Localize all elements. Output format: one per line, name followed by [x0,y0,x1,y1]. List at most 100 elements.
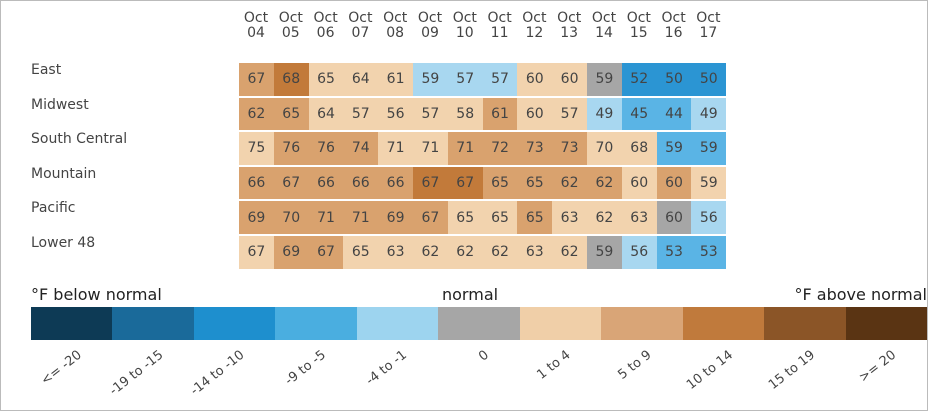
column-header: Oct 09 [417,10,443,41]
heatmap-cell: 75 [239,132,274,165]
heatmap-cell: 59 [413,63,448,96]
heatmap-cell: 76 [308,132,344,165]
heatmap-cell: 60 [621,166,657,200]
heatmap-cell: 72 [482,132,518,165]
column-header: Oct 06 [313,10,338,41]
cell-value: 76 [282,140,301,157]
cell-value: 65 [491,209,509,226]
heatmap-cell: 63 [517,236,553,269]
heatmap-cell: 67 [447,166,483,200]
legend-swatch [112,307,194,340]
heatmap-cell: 65 [273,97,309,131]
cell-value: 53 [699,244,718,261]
cell-value: 70 [282,209,301,226]
cell-value: 57 [456,71,475,88]
heatmap-cell: 71 [308,201,344,234]
heatmap-cell: 65 [517,201,553,234]
legend-label: -14 to -10 [187,347,248,399]
column-header: Oct 08 [383,10,408,41]
cell-value: 56 [699,209,718,226]
column-header: Oct 15 [626,10,651,41]
legend-swatch [601,307,683,340]
cell-value: 76 [317,140,335,157]
legend-label: -4 to -1 [363,347,411,389]
cell-value: 61 [386,71,405,88]
heatmap-cell: 65 [482,166,518,200]
cell-value: 69 [247,209,266,226]
column-header: Oct 04 [243,10,269,41]
heatmap-cell: 57 [343,97,379,131]
heatmap-cell: 64 [308,97,344,131]
cell-value: 71 [386,140,405,157]
heatmap-cell: 60 [552,63,587,96]
cell-value: 60 [560,71,579,88]
cell-value: 63 [560,209,579,226]
cell-value: 64 [351,71,370,88]
row-label: Midwest [31,96,89,113]
heatmap-cell: 67 [413,166,448,200]
cell-value: 63 [630,209,649,226]
cell-value: 68 [630,140,649,157]
column-header: Oct 12 [522,10,547,41]
legend-label: >= 20 [856,347,900,386]
heatmap-cell: 60 [656,166,692,200]
heatmap-cell: 67 [273,166,309,200]
heatmap-cell: 67 [308,236,344,269]
cell-value: 50 [699,71,718,88]
heatmap-cell: 74 [343,132,379,165]
column-header: Oct 10 [452,10,477,41]
heatmap-cell: 63 [552,201,587,234]
heatmap-cell: 73 [517,132,553,165]
heatmap-cell: 71 [447,132,483,165]
cell-value: 69 [386,209,405,226]
heatmap-cell: 63 [621,201,657,234]
heatmap-cell: 67 [413,201,448,234]
heatmap-cell: 59 [691,166,727,200]
heatmap-cell: 65 [447,201,483,234]
cell-value: 65 [282,105,301,122]
cell-value: 60 [630,175,649,192]
heatmap-cell: 68 [621,132,657,165]
cell-value: 64 [317,105,335,122]
cell-value: 71 [456,140,475,157]
cell-value: 60 [665,209,683,226]
cell-value: 57 [491,71,509,88]
heatmap-cell: 73 [552,132,587,165]
legend-swatch [845,307,927,340]
heatmap-cell: 69 [273,236,309,269]
legend-swatch [356,307,439,340]
row-label: East [31,62,62,78]
legend-label: -19 to -15 [106,347,166,399]
cell-value: 66 [386,175,405,192]
cell-value: 59 [665,140,683,157]
heatmap-cell: 71 [378,132,413,165]
cell-value: 50 [665,71,683,88]
heatmap-cell: 62 [587,166,622,200]
legend-label: 10 to 14 [684,347,737,393]
heatmap-cell: 56 [621,236,657,269]
heatmap-cell: 71 [413,132,448,165]
cell-value: 74 [351,140,370,157]
cell-value: 69 [282,244,301,261]
heatmap-cell: 59 [587,236,622,269]
heatmap-cell: 68 [273,63,309,96]
legend-title: °F above normal [794,285,928,304]
heatmap-cell: 59 [656,132,692,165]
cell-value: 59 [699,140,718,157]
heatmap-cell: 61 [378,63,413,96]
heatmap-cell: 61 [482,97,518,131]
cell-value: 44 [665,105,683,122]
legend-label: <= -20 [38,347,85,389]
cell-value: 56 [386,105,405,122]
heatmap-cell: 66 [308,166,344,200]
heatmap-cell: 62 [239,97,274,131]
cell-value: 63 [386,244,405,261]
column-header: Oct 16 [661,10,686,41]
heatmap-cell: 60 [517,97,553,131]
cell-value: 53 [665,244,683,261]
legend-label: 15 to 19 [765,347,818,393]
heatmap-cell: 66 [239,166,274,200]
heatmap-cell: 49 [691,97,727,131]
cell-value: 65 [317,71,335,88]
